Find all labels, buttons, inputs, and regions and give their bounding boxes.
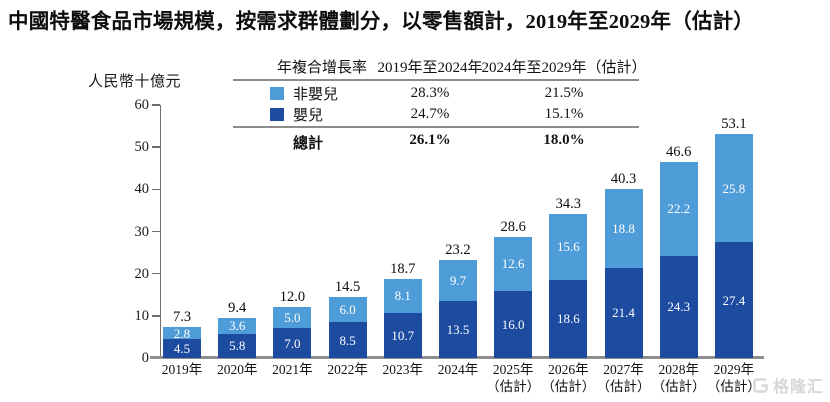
bar-2026年: 34.3 15.6 18.6 (549, 196, 588, 358)
segment-non-infant: 5.0 (273, 307, 312, 329)
segment-non-infant: 6.0 (328, 296, 367, 323)
segment-infant: 5.8 (218, 333, 257, 358)
segment-non-infant: 18.8 (604, 188, 643, 268)
y-tick-mark (152, 104, 160, 106)
x-label-2026年: 2026年 （估計） (541, 362, 596, 394)
segment-infant: 24.3 (659, 255, 698, 358)
cagr-header-metric: 年複合增長率 (276, 59, 367, 76)
segment-non-infant: 15.6 (549, 213, 588, 280)
x-label-2023年: 2023年 (382, 362, 424, 377)
segment-infant: 8.5 (328, 322, 367, 358)
legend-row-non-infant: 非嬰兒 (233, 83, 371, 104)
cagr-header-period-1: 2019年至2024年 (377, 59, 483, 76)
segment-non-infant: 22.2 (659, 161, 698, 256)
cagr-total-value-1: 26.1% (409, 132, 451, 148)
y-tick-label: 10 (134, 307, 150, 324)
segment-infant: 4.5 (163, 339, 201, 358)
y-tick-label: 20 (134, 265, 150, 282)
bar-2027年: 40.3 18.8 21.4 (604, 171, 643, 358)
chart-title: 中國特醫食品市場規模，按需求群體劃分，以零售額計，2019年至2029年（估計） (8, 11, 754, 33)
segment-non-infant: 8.1 (383, 278, 422, 313)
bar-2019年: 7.3 2.8 4.5 (163, 309, 201, 358)
y-tick-label: 60 (134, 97, 150, 113)
y-tick-mark (152, 315, 160, 317)
x-label-2024年: 2024年 (437, 362, 479, 377)
cagr-total-value-2: 18.0% (543, 132, 585, 148)
y-tick-mark (152, 272, 160, 275)
segment-infant: 21.4 (604, 267, 643, 358)
table-rule-bottom (233, 126, 639, 128)
legend-label-non-infant: 非嬰兒 (293, 87, 339, 103)
y-tick-label: 0 (141, 350, 149, 366)
bar-2029年: 53.1 25.8 27.4 (714, 116, 753, 358)
bar-total-label: 12.0 (279, 289, 306, 306)
segment-infant: 16.0 (494, 290, 533, 358)
cagr-value-non-infant-1: 28.3% (410, 85, 450, 101)
bar-total-label: 7.3 (172, 309, 192, 326)
segment-infant: 18.6 (549, 279, 588, 358)
x-label-2028年: 2028年 （估計） (651, 362, 706, 394)
bar-total-label: 53.1 (721, 115, 747, 132)
y-tick-mark (152, 146, 160, 148)
table-rule-top (233, 79, 639, 81)
cagr-header-period-2: 2024年至2029年（估計） (481, 59, 647, 76)
cagr-value-infant-2: 15.1% (544, 106, 584, 122)
legend-swatch-infant (270, 108, 284, 121)
y-tick-label: 50 (134, 139, 150, 156)
segment-infant: 7.0 (273, 328, 312, 358)
segment-non-infant: 25.8 (714, 133, 753, 243)
bar-2023年: 18.7 8.1 10.7 (383, 261, 422, 358)
x-label-2021年: 2021年 (272, 362, 313, 377)
bar-2028年: 46.6 22.2 24.3 (659, 144, 698, 358)
bar-total-label: 40.3 (610, 170, 637, 187)
x-label-2020年: 2020年 (216, 362, 258, 377)
legend-swatch-non-infant (270, 87, 284, 100)
x-axis-labels: 2019年 2020年 2021年 2022年 2023年 2024年 2025年 （估計） 2… (161, 362, 761, 396)
watermark-text: 格隆汇 (772, 379, 824, 396)
watermark: 格隆汇 (752, 373, 824, 397)
cagr-total-label: 總計 (293, 135, 324, 152)
bar-total-label: 18.7 (390, 260, 416, 277)
segment-non-infant: 3.6 (218, 318, 257, 334)
bar-2020年: 9.4 3.6 5.8 (218, 300, 257, 358)
bar-2025年: 28.6 12.6 16.0 (494, 219, 533, 358)
cagr-table: 年複合增長率 2019年至2024年 2024年至2029年（估計） 非嬰兒 2… (233, 54, 647, 154)
y-tick-label: 30 (134, 223, 150, 240)
bar-total-label: 34.3 (555, 195, 581, 212)
bar-total-label: 9.4 (228, 300, 247, 317)
y-tick-mark (152, 188, 160, 191)
cagr-value-non-infant-2: 21.5% (544, 85, 584, 101)
legend-row-infant: 嬰兒 (233, 104, 371, 125)
x-label-2027年: 2027年 （估計） (596, 362, 651, 394)
segment-non-infant: 12.6 (494, 237, 533, 291)
segment-non-infant: 9.7 (438, 260, 477, 302)
y-axis-unit-label: 人民幣十億元 (88, 74, 182, 90)
x-label-2022年: 2022年 (327, 362, 368, 377)
bar-2022年: 14.5 6.0 8.5 (328, 279, 367, 358)
bar-total-label: 28.6 (500, 219, 526, 236)
gelonghui-logo-icon (753, 377, 768, 393)
bar-series-area: 7.3 2.8 4.5 9.4 3.6 5.8 12.0 5.0 7.0 14.5 6.0 8.5 18… (163, 105, 753, 358)
segment-infant: 27.4 (714, 242, 753, 358)
segment-infant: 13.5 (438, 301, 477, 358)
bar-total-label: 46.6 (666, 143, 692, 160)
cagr-value-infant-1: 24.7% (410, 106, 450, 122)
segment-non-infant: 2.8 (163, 327, 201, 340)
y-tick-label: 40 (134, 181, 150, 198)
bar-total-label: 14.5 (334, 278, 361, 295)
bar-total-label: 23.2 (445, 242, 471, 259)
bar-2024年: 23.2 9.7 13.5 (438, 242, 477, 358)
bar-2021年: 12.0 5.0 7.0 (273, 289, 312, 358)
x-label-2029年: 2029年 （估計） (706, 362, 761, 394)
legend-label-infant: 嬰兒 (293, 108, 324, 124)
x-label-2025年: 2025年 （估計） (486, 362, 541, 394)
y-tick-mark (152, 230, 160, 233)
x-label-2019年: 2019年 (161, 362, 203, 377)
segment-infant: 10.7 (383, 312, 422, 358)
